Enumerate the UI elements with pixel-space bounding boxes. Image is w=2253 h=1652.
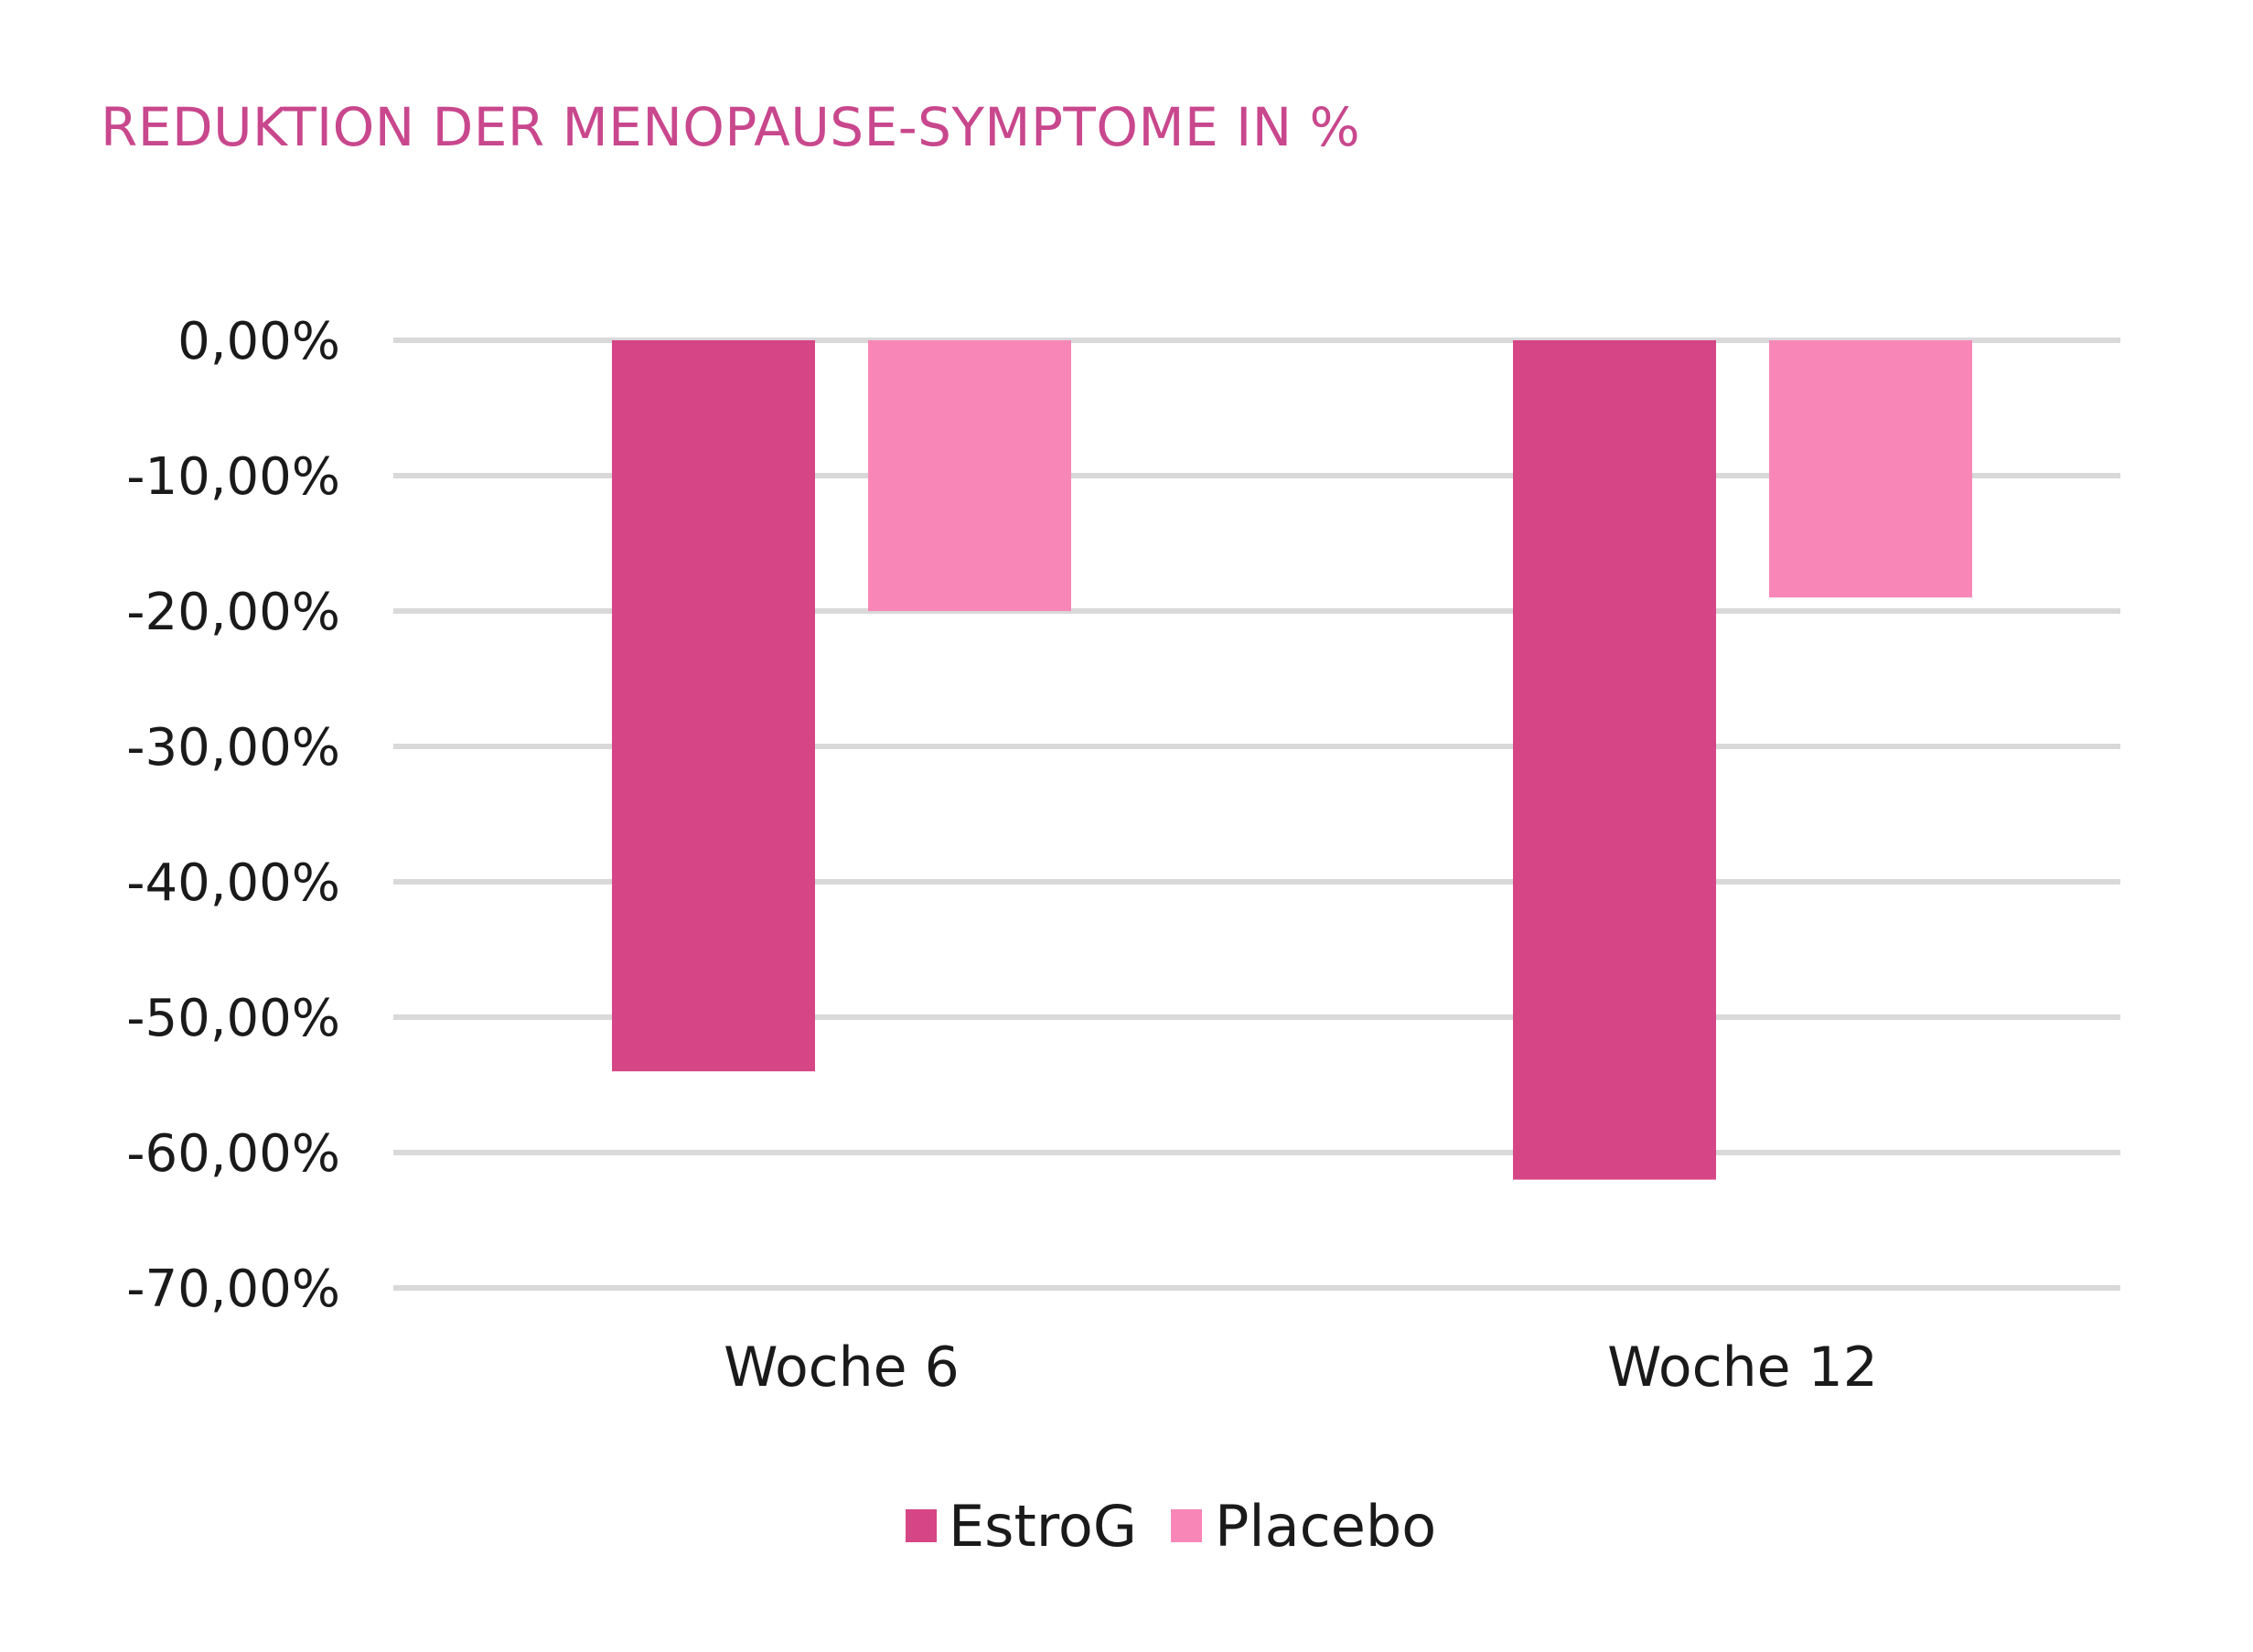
y-tick-label: -50,00% (126, 989, 340, 1048)
y-tick-label: -60,00% (126, 1124, 340, 1184)
y-tick-label: -40,00% (126, 853, 340, 913)
x-tick-label: Woche 6 (724, 1336, 960, 1400)
y-tick-label: -20,00% (126, 583, 340, 642)
y-tick-label: -70,00% (126, 1260, 340, 1319)
y-tick-label: -30,00% (126, 718, 340, 778)
y-tick-label: 0,00% (177, 312, 340, 371)
bar-placebo-2 (1769, 340, 1972, 598)
chart-title: REDUKTION DER MENOPAUSE-SYMPTOME IN % (101, 96, 1361, 158)
legend-swatch-estrog (906, 1509, 937, 1542)
bar-estrog-1 (612, 340, 815, 1072)
bar-placebo-1 (868, 340, 1071, 611)
legend-swatch-placebo (1171, 1509, 1202, 1542)
bar-estrog-2 (1513, 340, 1716, 1180)
y-tick-label: -10,00% (126, 447, 340, 507)
x-tick-label: Woche 12 (1607, 1336, 1878, 1400)
legend-label-estrog: EstroG (949, 1493, 1137, 1560)
legend-label-placebo: Placebo (1215, 1493, 1436, 1560)
